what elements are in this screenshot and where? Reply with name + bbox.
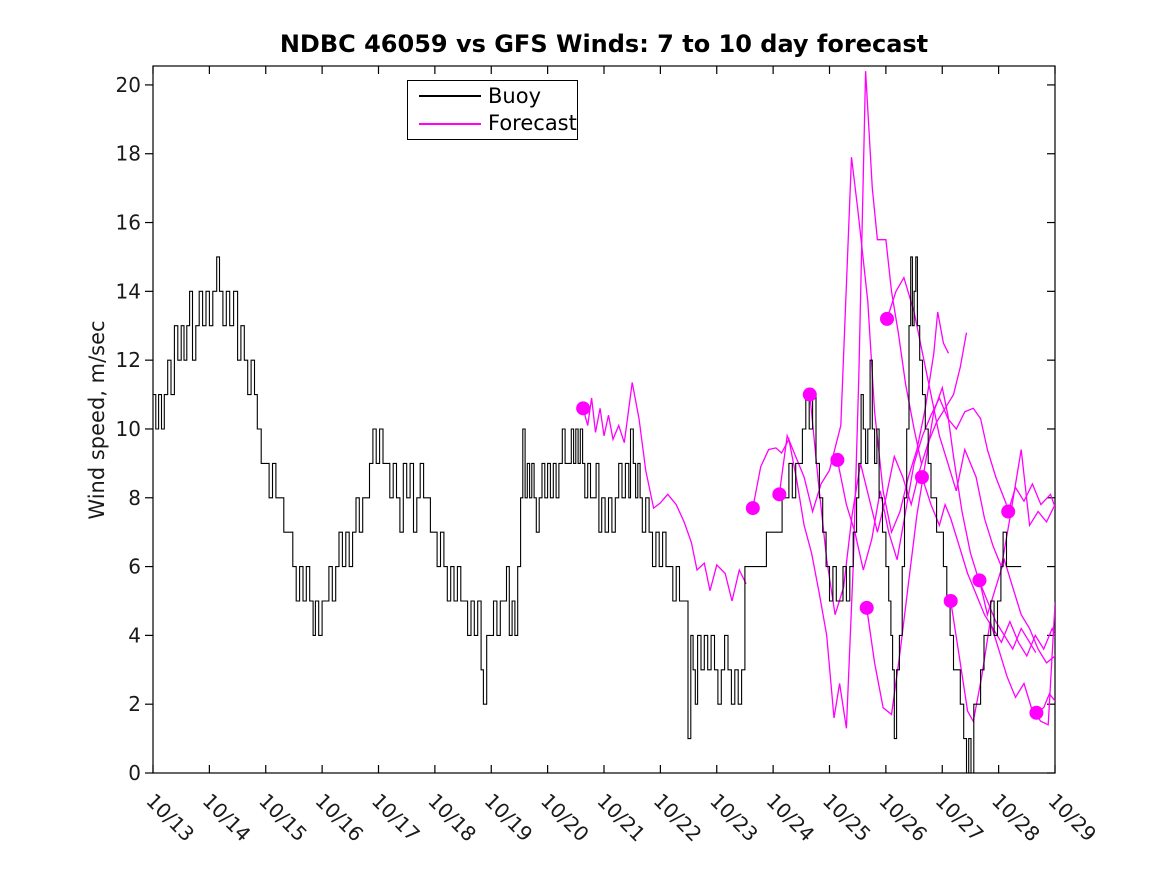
x-tick-label: 10/22 xyxy=(649,789,707,847)
y-tick-label: 16 xyxy=(116,211,141,235)
forecast-line-swatch xyxy=(419,122,481,125)
x-tick-label: 10/15 xyxy=(254,789,312,847)
x-tick-labels: 10/1310/1410/1510/1610/1710/1810/1910/20… xyxy=(141,789,1101,847)
x-tick-label: 10/29 xyxy=(1043,789,1101,847)
x-axis-ticks xyxy=(152,66,1056,773)
y-tick-label: 20 xyxy=(116,73,141,97)
forecast-start-dot-5 xyxy=(830,452,845,467)
forecast-start-dot-4 xyxy=(802,387,817,402)
forecast-start-dot-6 xyxy=(859,600,874,615)
forecast-start-dot-7 xyxy=(880,311,895,326)
y-tick-label: 6 xyxy=(128,555,141,579)
legend-label-forecast: Forecast xyxy=(488,111,577,136)
forecast-start-dot-3 xyxy=(772,487,787,502)
x-tick-label: 10/28 xyxy=(987,789,1045,847)
x-tick-label: 10/16 xyxy=(311,789,369,847)
legend: Buoy Forecast xyxy=(407,80,578,140)
x-tick-label: 10/14 xyxy=(198,789,256,847)
forecast-line-11 xyxy=(1007,482,1055,512)
x-tick-label: 10/25 xyxy=(818,789,876,847)
forecast-line-9 xyxy=(950,600,1055,726)
axes-box xyxy=(152,65,1056,774)
x-tick-label: 10/21 xyxy=(592,789,650,847)
y-tick-label: 2 xyxy=(128,692,141,716)
y-tick-label: 18 xyxy=(116,142,141,166)
x-tick-label: 10/13 xyxy=(141,789,199,847)
x-tick-label: 10/17 xyxy=(367,789,425,847)
forecast-lines xyxy=(582,71,1055,729)
x-tick-label: 10/26 xyxy=(874,789,932,847)
x-tick-label: 10/24 xyxy=(762,789,820,847)
forecast-line-10 xyxy=(978,557,1055,664)
x-tick-label: 10/23 xyxy=(705,789,763,847)
y-tick-label: 0 xyxy=(128,761,141,785)
legend-entry-buoy: Buoy xyxy=(408,84,577,108)
y-tick-label: 12 xyxy=(116,348,141,372)
x-tick-label: 10/19 xyxy=(480,789,538,847)
forecast-line-3 xyxy=(778,157,950,535)
y-tick-labels: 0 2 4 6 8 10 12 14 16 18 20 xyxy=(116,73,141,785)
buoy-line-swatch xyxy=(419,95,481,98)
x-tick-label: 10/27 xyxy=(931,789,989,847)
x-tick-label: 10/18 xyxy=(423,789,481,847)
legend-entry-forecast: Forecast xyxy=(408,112,577,136)
forecast-line-5 xyxy=(836,396,1008,571)
forecast-line-1 xyxy=(582,382,747,602)
y-axis-ticks xyxy=(145,84,1055,774)
forecast-line-4 xyxy=(809,332,968,615)
y-tick-label: 8 xyxy=(128,486,141,510)
forecast-start-dot-9 xyxy=(943,593,958,608)
forecast-line-8 xyxy=(921,476,1055,658)
forecast-start-dot-8 xyxy=(914,470,929,485)
forecast-start-markers xyxy=(576,311,1044,720)
legend-label-buoy: Buoy xyxy=(488,83,541,108)
forecast-start-dot-1 xyxy=(576,401,591,416)
forecast-start-dot-12 xyxy=(1029,705,1044,720)
forecast-start-dot-2 xyxy=(745,501,760,516)
forecast-start-dot-10 xyxy=(972,573,987,588)
forecast-line-2 xyxy=(752,71,923,729)
chart-title: NDBC 46059 vs GFS Winds: 7 to 10 day for… xyxy=(279,30,929,58)
buoy-line xyxy=(153,256,1022,773)
y-tick-label: 4 xyxy=(128,623,141,647)
forecast-line-6 xyxy=(866,385,1037,716)
y-tick-label: 10 xyxy=(116,417,141,441)
x-tick-label: 10/20 xyxy=(536,789,594,847)
forecast-start-dot-11 xyxy=(1001,504,1016,519)
y-tick-label: 14 xyxy=(116,279,141,303)
